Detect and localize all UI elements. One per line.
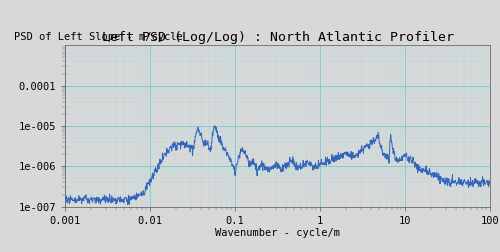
X-axis label: Wavenumber - cycle/m: Wavenumber - cycle/m (215, 229, 340, 238)
Title: Left PSD (Log/Log) : North Atlantic Profiler: Left PSD (Log/Log) : North Atlantic Prof… (102, 31, 454, 44)
Text: PSD of Left Slope - m/cycle: PSD of Left Slope - m/cycle (14, 32, 183, 42)
